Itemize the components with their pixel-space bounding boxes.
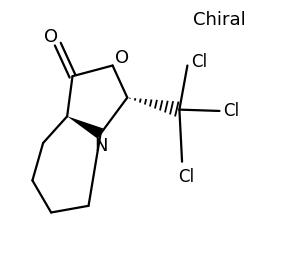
Text: Chiral: Chiral — [193, 11, 246, 29]
Text: Cl: Cl — [191, 52, 208, 70]
Text: Cl: Cl — [178, 168, 194, 186]
Text: O: O — [115, 49, 129, 66]
Text: Cl: Cl — [224, 102, 240, 120]
Text: O: O — [44, 28, 58, 46]
Polygon shape — [67, 116, 103, 139]
Text: N: N — [94, 137, 107, 155]
